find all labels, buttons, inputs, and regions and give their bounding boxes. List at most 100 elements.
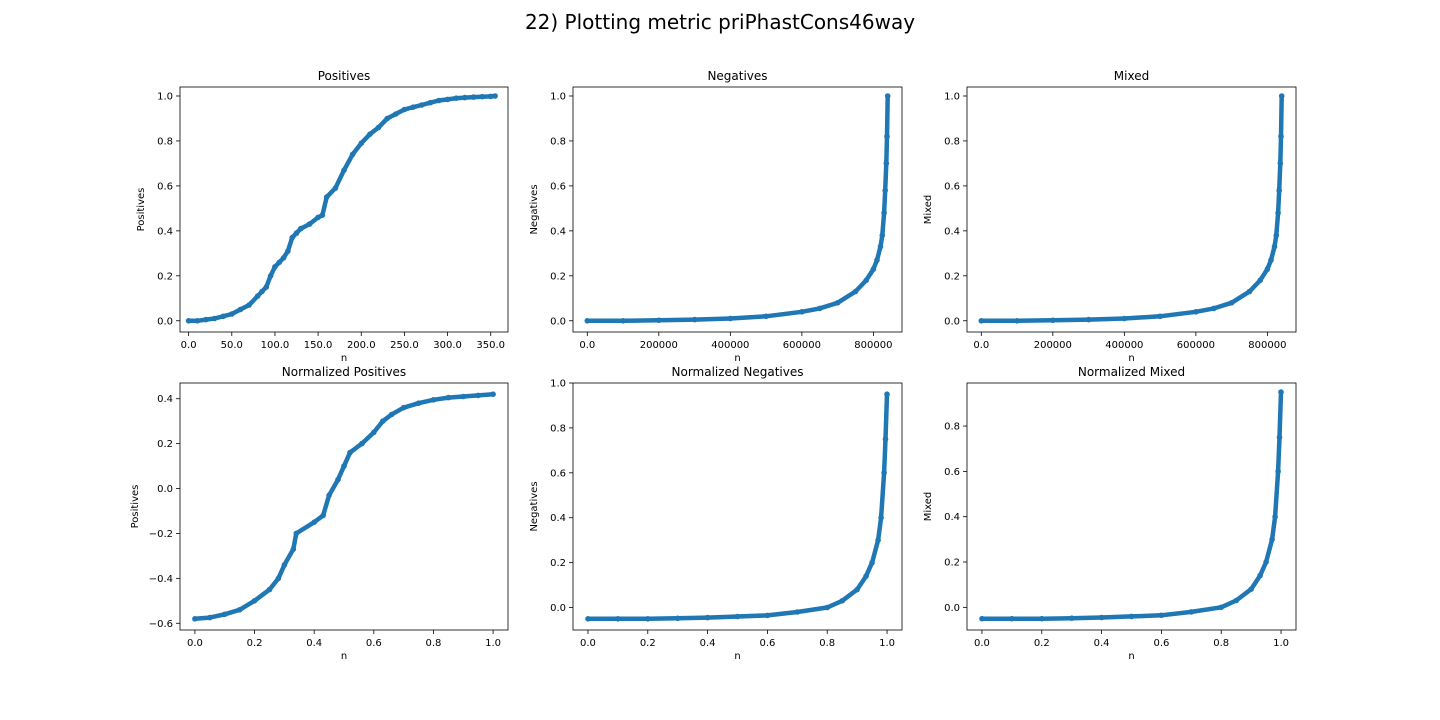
data-point (1068, 615, 1075, 621)
subplot-2: 0.0 200000 400000 600000 800000 0.0 0.2 0.4 0.6 0… (529, 69, 903, 364)
x-axis-label: n (1128, 651, 1134, 662)
data-point (211, 315, 218, 322)
y-tick-label: 0.4 (157, 226, 173, 237)
y-axis-label: Positives (130, 485, 141, 529)
y-tick-label: 0.2 (944, 271, 960, 282)
axes-frame (966, 86, 1297, 333)
data-point (1128, 613, 1135, 620)
y-tick-label: 0.4 (157, 394, 173, 405)
data-point (799, 309, 805, 315)
data-point (1275, 210, 1281, 216)
data-point (246, 302, 252, 308)
data-point (281, 562, 288, 568)
y-tick-label: 0.6 (944, 181, 960, 192)
data-point (375, 124, 382, 131)
data-point (817, 305, 823, 312)
x-tick-label: 0.2 (640, 638, 656, 649)
data-point (311, 519, 318, 525)
data-point (276, 259, 283, 266)
data-point (358, 140, 365, 146)
x-tick-label: 0.2 (247, 638, 263, 649)
data-point (839, 598, 845, 604)
y-tick-label: −0.6 (149, 619, 173, 630)
data-point (1264, 266, 1271, 272)
data-point (1085, 316, 1092, 323)
data-point (1039, 615, 1045, 622)
data-point (1276, 187, 1282, 194)
x-axis-label: n (734, 353, 740, 364)
y-axis-label: Negatives (529, 184, 540, 234)
subplot-4: 0.0 0.2 0.4 0.6 0.8 1.0 −0.6 −0.4 −0.2 0.0 0.2 0.4 N… (130, 365, 509, 662)
data-point (272, 264, 278, 270)
series-trace (186, 93, 498, 324)
y-tick-label: 0.8 (550, 136, 566, 147)
series-trace (979, 389, 1284, 621)
x-tick-label: 0.2 (1034, 638, 1050, 649)
x-tick-label: 0.6 (759, 638, 775, 649)
data-point (410, 104, 416, 110)
data-point (882, 436, 889, 442)
x-tick-label: 0.0 (973, 340, 989, 351)
y-tick-label: 0.2 (550, 271, 566, 282)
data-point (335, 476, 341, 483)
data-point (1272, 513, 1278, 520)
data-point (979, 615, 985, 622)
data-point (854, 586, 860, 593)
data-point (315, 214, 321, 221)
data-point (323, 194, 330, 200)
data-point (879, 232, 886, 239)
data-point (401, 106, 408, 113)
data-point (341, 167, 347, 173)
y-axis-label: Mixed (923, 492, 934, 522)
y-tick-label: 0.0 (550, 603, 566, 614)
data-point (1278, 93, 1285, 99)
data-point (400, 404, 407, 411)
data-point (1278, 389, 1284, 395)
data-point (1188, 609, 1195, 615)
x-tick-label: 150.0 (304, 340, 333, 351)
data-point (298, 225, 304, 232)
y-axis-label: Positives (136, 188, 147, 232)
x-tick-label: 1.0 (1273, 638, 1289, 649)
data-point (319, 212, 326, 218)
x-tick-label: 250.0 (390, 340, 419, 351)
x-tick-label: 50.0 (221, 340, 243, 351)
y-tick-label: 0.0 (944, 603, 960, 614)
x-axis-label: n (341, 651, 347, 662)
data-point (347, 449, 353, 456)
y-tick-label: 0.0 (157, 484, 173, 495)
data-point (293, 530, 300, 537)
data-point (236, 607, 243, 613)
data-point (280, 254, 287, 261)
x-tick-label: 600000 (783, 340, 821, 351)
y-tick-label: 1.0 (944, 91, 960, 102)
subplot-5: 0.0 0.2 0.4 0.6 0.8 1.0 0.0 0.2 0.4 0.6 0.8 1.0 Norm… (529, 365, 903, 662)
y-tick-label: 1.0 (157, 91, 173, 102)
x-tick-label: 1.0 (485, 638, 501, 649)
x-tick-label: 200000 (1034, 340, 1072, 351)
data-point (863, 277, 869, 284)
subplot-3: 0.0 200000 400000 600000 800000 0.0 0.2 0.4 0.6 0… (923, 69, 1297, 364)
y-tick-label: 0.2 (550, 558, 566, 569)
y-tick-label: 0.4 (944, 226, 960, 237)
data-point (367, 131, 373, 137)
data-point (870, 266, 877, 272)
y-tick-label: 0.2 (157, 271, 173, 282)
axes-frame (179, 382, 509, 631)
data-point (251, 598, 258, 604)
x-tick-label: 0.8 (426, 638, 442, 649)
y-tick-label: 0.4 (944, 512, 960, 523)
data-point (415, 400, 422, 407)
x-tick-label: 800000 (854, 340, 892, 351)
data-point (259, 288, 265, 295)
data-point (444, 96, 451, 103)
data-point (884, 133, 890, 140)
data-point (462, 94, 468, 101)
data-point (1278, 133, 1284, 140)
data-point (203, 316, 209, 323)
subplot-title: Positives (318, 69, 371, 83)
data-point (207, 614, 213, 621)
y-tick-label: 0.8 (157, 136, 173, 147)
y-tick-label: 0.6 (550, 181, 566, 192)
